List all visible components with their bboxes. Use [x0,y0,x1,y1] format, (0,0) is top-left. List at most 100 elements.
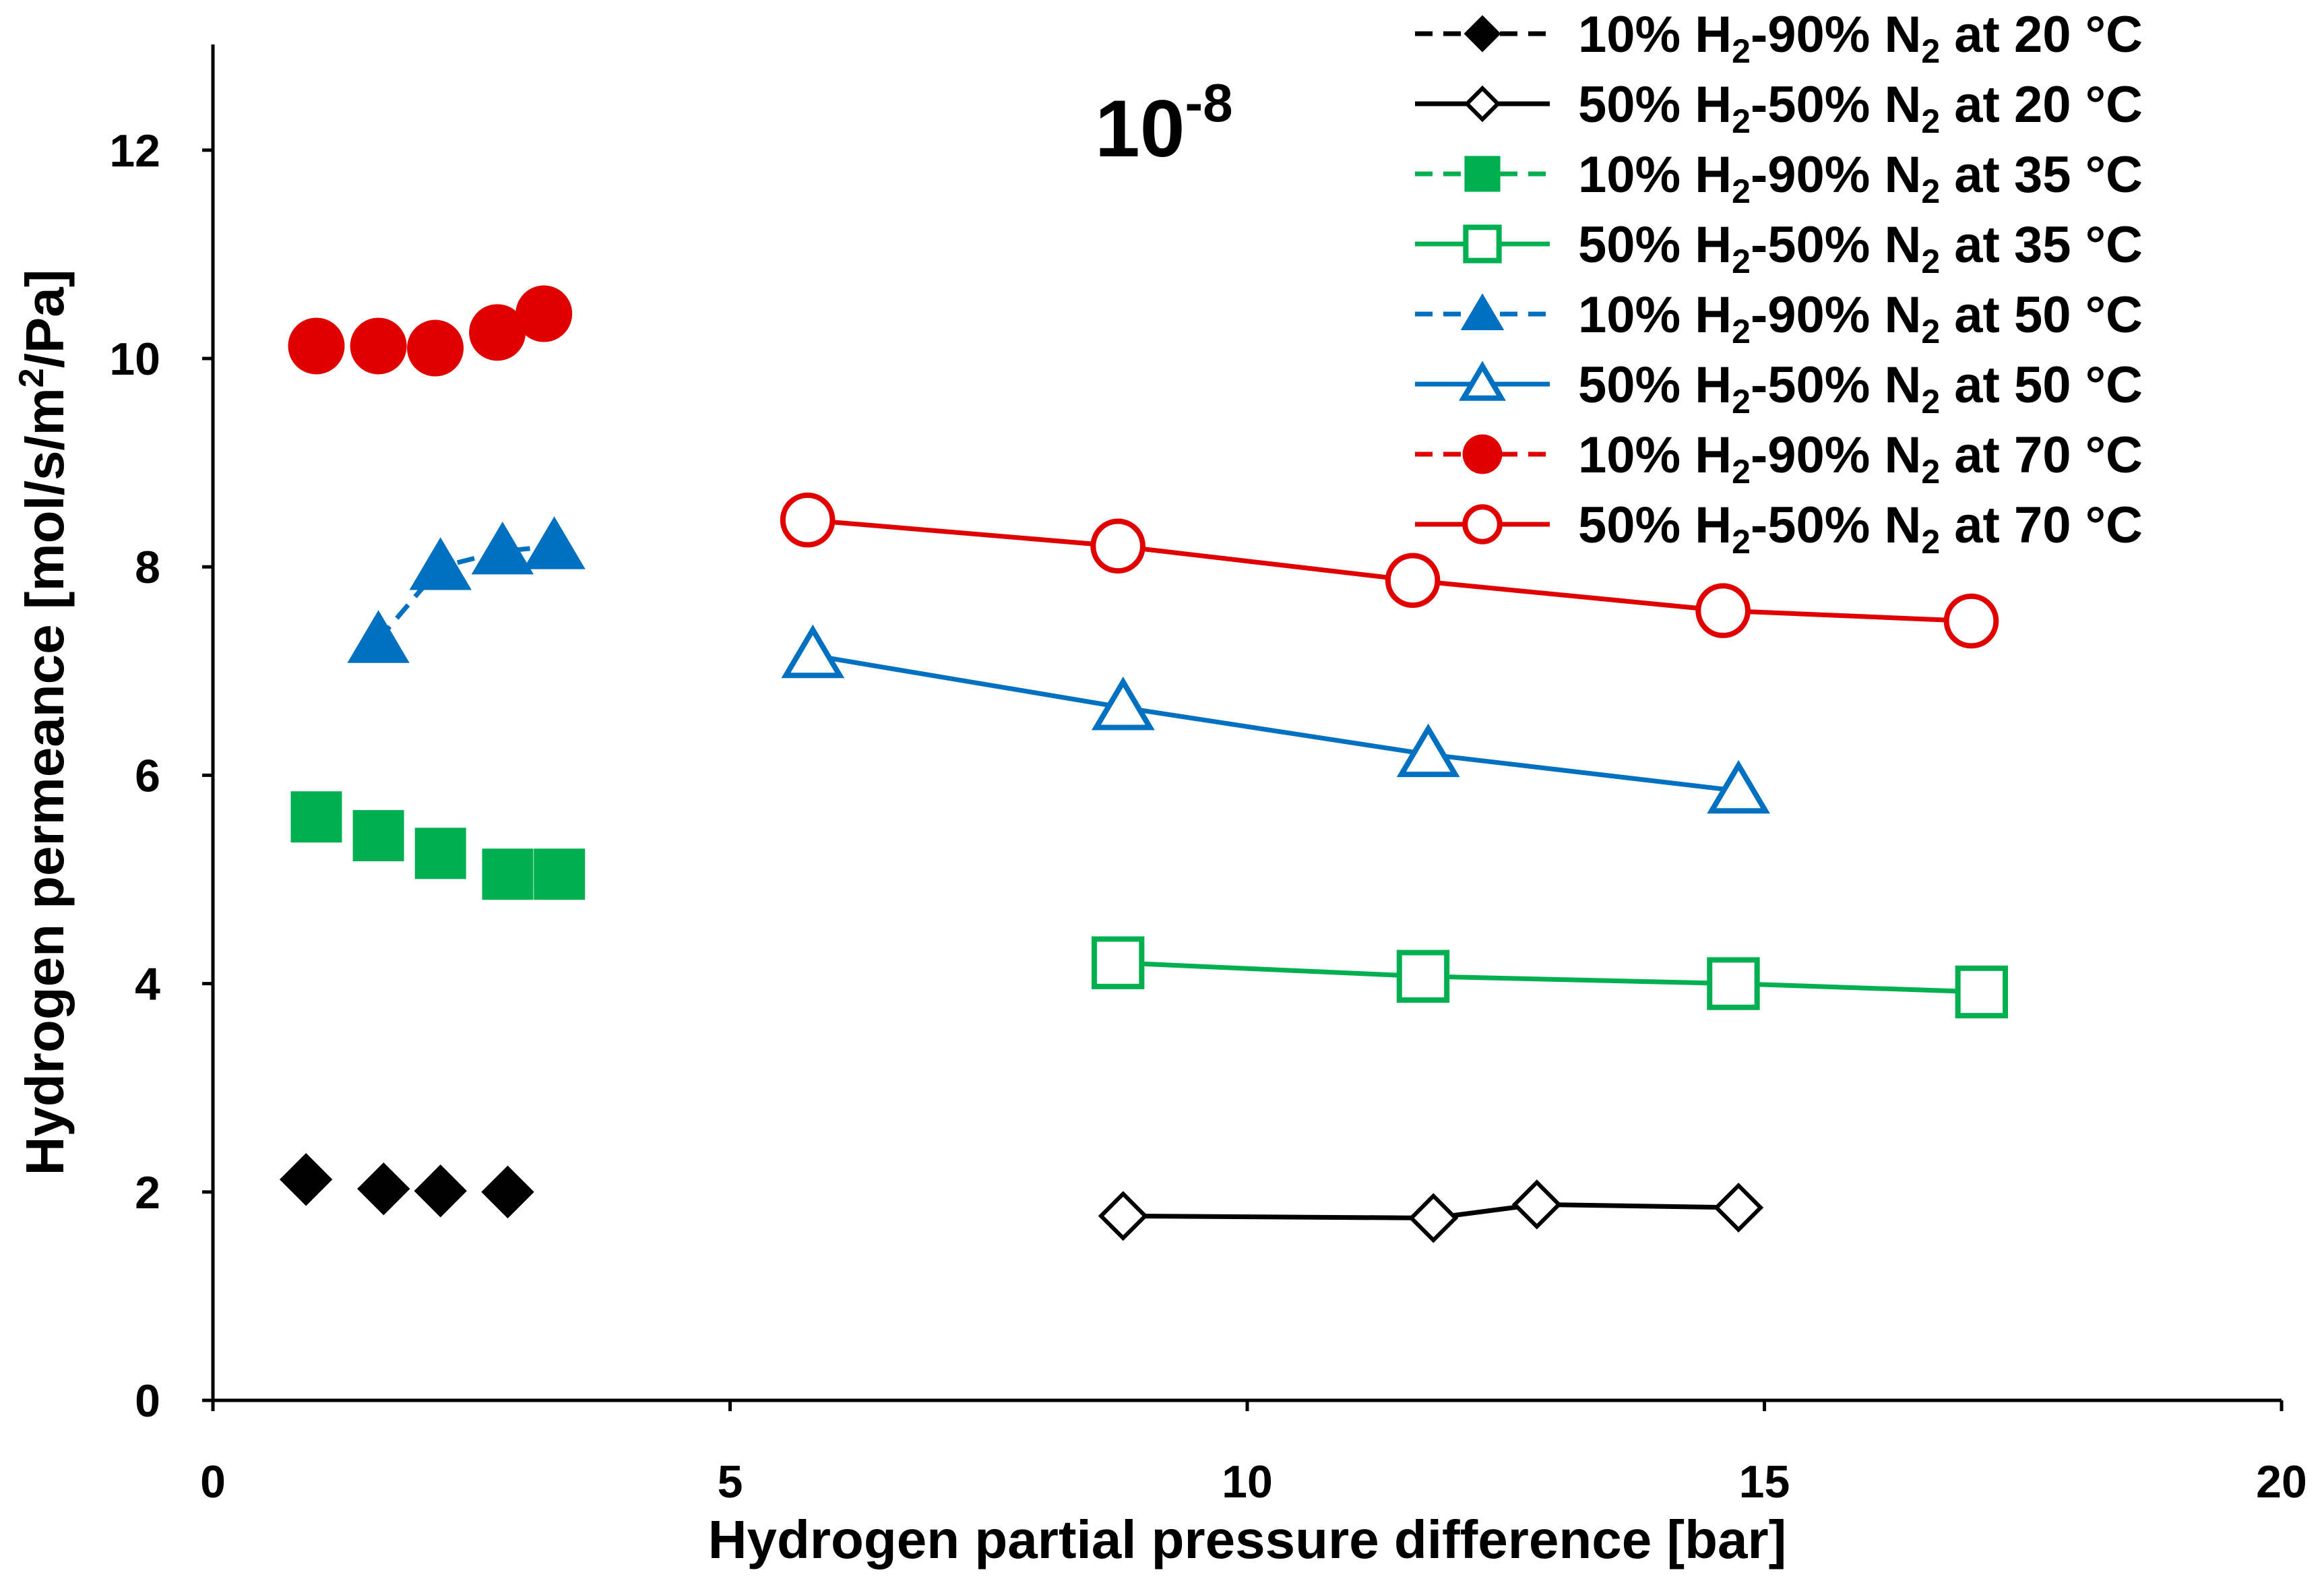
y-tick-label: 4 [135,959,160,1010]
legend-subscript: 2 [1732,313,1751,350]
legend-subscript: 2 [1921,453,1940,491]
x-axis-title: Hydrogen partial pressure difference [ba… [708,1510,1786,1570]
legend-label-part: 50% H [1578,76,1732,133]
legend-subscript: 2 [1732,523,1751,561]
legend-marker [1464,85,1501,123]
legend-label-part: at 35 °C [1940,216,2143,274]
data-point [279,1153,333,1206]
legend-marker [1464,15,1501,53]
legend-subscript: 2 [1732,453,1751,491]
legend-label-part: -50% N [1751,356,1921,414]
series-markers [279,285,2009,1243]
axes: 0 5 10 15 20 0 2 4 6 8 10 12 [109,44,2307,1508]
legend-label-part: 10% H [1578,146,1732,204]
legend-label-part: 10% H [1578,6,1732,63]
legend-label-part: -50% N [1751,76,1921,133]
x-tick-label: 20 [2256,1456,2307,1508]
legend-label: 50% H2-50% N2 at 50 °C [1578,356,2143,421]
legend-marker [1464,156,1501,192]
legend-label: 50% H2-50% N2 at 35 °C [1578,216,2143,280]
legend-label-part: -50% N [1751,497,1921,554]
legend-label: 10% H2-90% N2 at 70 °C [1578,427,2143,491]
data-point [409,537,472,590]
data-point [1408,1193,1459,1243]
legend-label-part: -90% N [1751,286,1921,344]
legend-subscript: 2 [1921,243,1940,280]
y-tick-label: 8 [135,542,160,593]
legend-label-part: at 50 °C [1940,286,2143,344]
data-point [407,319,464,377]
legend-marker [1462,434,1503,474]
data-point [1955,965,2009,1019]
data-point [352,810,404,862]
legend-label: 10% H2-90% N2 at 20 °C [1578,6,2143,70]
y-ticks: 0 2 4 6 8 10 12 [109,125,213,1427]
y-axis-title-end: /Pa] [15,270,75,369]
legend-label-part: 50% H [1578,356,1732,414]
legend-subscript: 2 [1732,32,1751,70]
data-point [350,317,407,375]
data-point [290,791,342,843]
legend-label-part: 10% H [1578,286,1732,344]
data-point [1098,1191,1148,1241]
series-line [1123,1202,1739,1220]
y-axis-title-sup: 2 [12,368,51,387]
y-tick-label: 10 [109,334,160,385]
legend-subscript: 2 [1921,102,1940,140]
legend-label-part: 50% H [1578,216,1732,274]
scale-note-base: 10 [1095,84,1185,174]
data-point [288,317,345,375]
scale-note-exponent: -8 [1185,73,1232,133]
legend-subscript: 2 [1921,173,1940,210]
data-point [523,516,586,569]
legend-label-part: at 70 °C [1940,497,2143,554]
scale-note: 10-8 [1095,73,1233,174]
data-point [1091,677,1155,731]
legend-subscript: 2 [1921,383,1940,421]
data-point [414,1164,467,1218]
data-point [1707,759,1771,814]
series-line [812,653,1739,794]
legend-label-part: at 70 °C [1940,427,2143,484]
series-line [376,543,555,642]
legend-label-part: at 20 °C [1940,76,2143,133]
data-point [1385,553,1441,609]
legend-subscript: 2 [1732,102,1751,140]
legend-subscript: 2 [1732,243,1751,280]
legend-label-part: 10% H [1578,427,1732,484]
legend-label: 50% H2-50% N2 at 20 °C [1578,76,2143,140]
y-axis-title: Hydrogen permeance [mol/s/m2/Pa] [12,270,75,1176]
legend-label-part: at 35 °C [1940,146,2143,204]
legend: 10% H2-90% N2 at 20 °C50% H2-50% N2 at 2… [1415,6,2143,561]
data-point [1396,950,1450,1003]
legend-marker [1463,224,1502,263]
data-point [1707,957,1760,1010]
data-point [414,828,466,879]
x-tick-label: 0 [200,1456,226,1508]
legend-label-part: -90% N [1751,427,1921,484]
legend-marker [1459,361,1506,401]
data-point [1943,593,1999,649]
y-tick-label: 12 [109,125,160,177]
data-point [471,522,534,575]
data-point [1396,723,1460,778]
legend-label-part: at 20 °C [1940,6,2143,63]
data-point [1695,583,1751,638]
legend-subscript: 2 [1921,313,1940,350]
legend-subscript: 2 [1921,32,1940,70]
data-point [515,285,573,342]
legend-label-part: -90% N [1751,6,1921,63]
legend-label: 10% H2-90% N2 at 50 °C [1578,286,2143,350]
data-point [780,492,836,548]
data-point [534,848,586,900]
data-point [481,1165,534,1218]
data-point [1511,1179,1562,1230]
data-point [357,1162,410,1216]
y-axis-title-main: Hydrogen permeance [mol/s/m [15,387,75,1175]
legend-subscript: 2 [1921,523,1940,561]
series-line [1117,960,1982,995]
data-point [1091,936,1145,989]
legend-label-part: 50% H [1578,497,1732,554]
legend-label: 50% H2-50% N2 at 70 °C [1578,497,2143,561]
